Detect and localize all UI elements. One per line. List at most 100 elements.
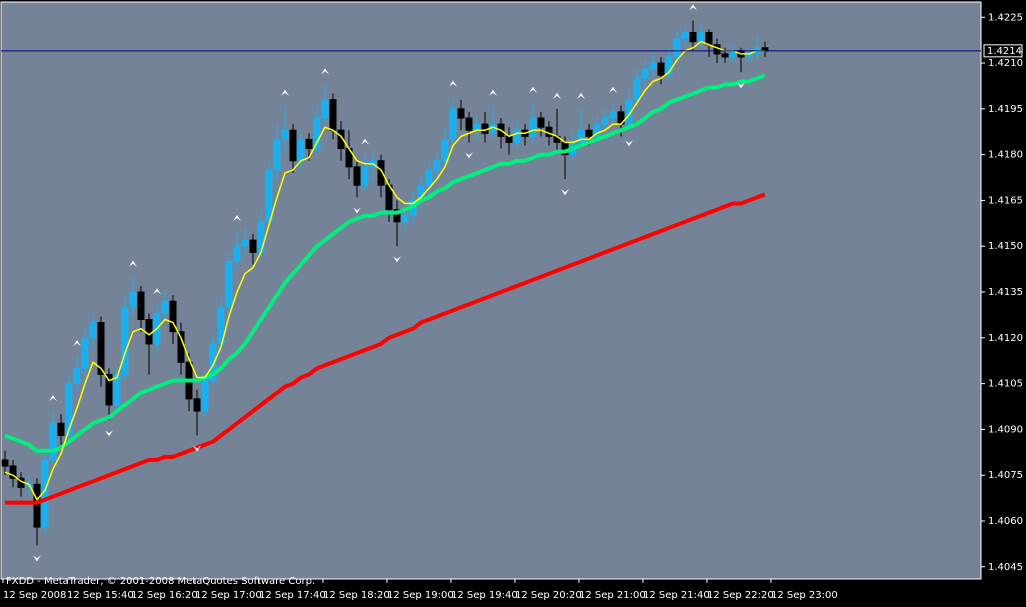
candle-body: [377, 160, 385, 186]
candle-body: [33, 483, 41, 528]
candle-body: [65, 383, 73, 437]
candle-body: [577, 129, 585, 143]
y-tick-label: 1.4150: [988, 241, 1023, 252]
candle-body: [113, 373, 121, 406]
candle-body: [609, 111, 617, 119]
fractal-down: [353, 207, 361, 214]
candle-body: [241, 239, 249, 247]
candle-body: [201, 380, 209, 412]
y-tick-label: 1.4060: [988, 516, 1023, 527]
candle-body: [329, 99, 337, 131]
fractal-up: [553, 92, 561, 99]
candle-body: [441, 138, 449, 162]
candle-body: [337, 129, 345, 150]
fractal-down: [393, 256, 401, 263]
candle-body: [209, 343, 217, 382]
fractal-up: [233, 214, 241, 221]
candle-body: [265, 169, 273, 223]
candle-body: [57, 422, 65, 437]
candle-body: [673, 38, 681, 58]
candle-body: [505, 135, 513, 143]
candle-body: [529, 117, 537, 137]
candle-body: [633, 77, 641, 101]
fractal-up: [449, 80, 457, 87]
candle-body: [393, 209, 401, 223]
candle-body: [233, 245, 241, 262]
candle-body: [657, 62, 665, 76]
candle-body: [537, 117, 545, 128]
y-tick-label: 1.4090: [988, 424, 1023, 435]
candle-body: [49, 422, 57, 461]
x-tick-label: 12 Sep 19:00: [387, 590, 454, 601]
candle-body: [721, 53, 729, 58]
candle-body: [425, 169, 433, 186]
y-tick-label: 1.4135: [988, 287, 1023, 298]
candle-body: [193, 398, 201, 412]
candle-body: [121, 306, 129, 375]
x-tick-label: 12 Sep 18:20: [323, 590, 390, 601]
candle-body: [601, 117, 609, 125]
candle-body: [585, 129, 593, 137]
candle-body: [641, 68, 649, 79]
fractal-down: [105, 430, 113, 437]
candle-body: [665, 56, 673, 76]
fractal-up: [489, 89, 497, 96]
x-tick-label: 12 Sep 15:40: [67, 590, 134, 601]
candle-body: [513, 129, 521, 143]
fractal-up: [609, 86, 617, 93]
candle-body: [273, 138, 281, 171]
fractal-down: [465, 152, 473, 159]
candle-body: [225, 260, 233, 308]
candle-body: [313, 117, 321, 150]
fractal-down: [737, 82, 745, 89]
fractal-down: [625, 140, 633, 147]
x-tick-label: 12 Sep 16:20: [131, 590, 198, 601]
moving-average: [5, 192, 766, 505]
candle-body: [297, 138, 305, 162]
x-tick-label: 12 Sep 17:40: [259, 590, 326, 601]
fractal-up: [689, 4, 697, 11]
y-tick-label: 1.4075: [988, 470, 1023, 481]
y-tick-label: 1.4210: [988, 58, 1023, 69]
candle-body: [705, 32, 713, 46]
current-price-label: 1.4214: [987, 46, 1022, 57]
x-tick-label: 12 Sep 21:40: [643, 590, 710, 601]
fractal-up: [73, 340, 81, 347]
x-tick-label: 12 Sep 20:20: [515, 590, 582, 601]
candle-body: [305, 138, 313, 150]
candle-body: [289, 129, 297, 162]
candle-body: [73, 367, 81, 385]
y-tick-label: 1.4180: [988, 150, 1023, 161]
fractal-up: [577, 92, 585, 99]
candle-body: [249, 239, 257, 253]
candle-body: [169, 300, 177, 333]
candle-body: [433, 160, 441, 171]
x-tick-label: 12 Sep 17:00: [195, 590, 262, 601]
candle-body: [129, 291, 137, 308]
candle-body: [281, 129, 289, 140]
moving-average: [4, 73, 766, 453]
x-tick-label: 12 Sep 2008: [3, 590, 66, 601]
candle-body: [1, 459, 9, 467]
candle-body: [697, 32, 705, 43]
fractal-up: [281, 89, 289, 96]
y-tick-label: 1.4225: [988, 12, 1023, 23]
y-tick-label: 1.4045: [988, 562, 1023, 573]
x-tick-label: 12 Sep 22:20: [707, 590, 774, 601]
candle-body: [473, 123, 481, 131]
fractal-up: [49, 395, 57, 402]
footer: FXDD - MetaTrader, © 2001-2008 MetaQuote…: [6, 576, 315, 587]
moving-average: [4, 40, 765, 501]
candle-body: [137, 291, 145, 321]
fractal-up: [361, 138, 369, 145]
candle-body: [89, 322, 97, 339]
fractal-up: [321, 68, 329, 75]
fractal-up: [153, 288, 161, 295]
candle-body: [105, 373, 113, 406]
candle-body: [457, 108, 465, 119]
y-tick-label: 1.4195: [988, 104, 1023, 115]
candle-body: [97, 322, 105, 375]
fractal-down: [561, 189, 569, 196]
